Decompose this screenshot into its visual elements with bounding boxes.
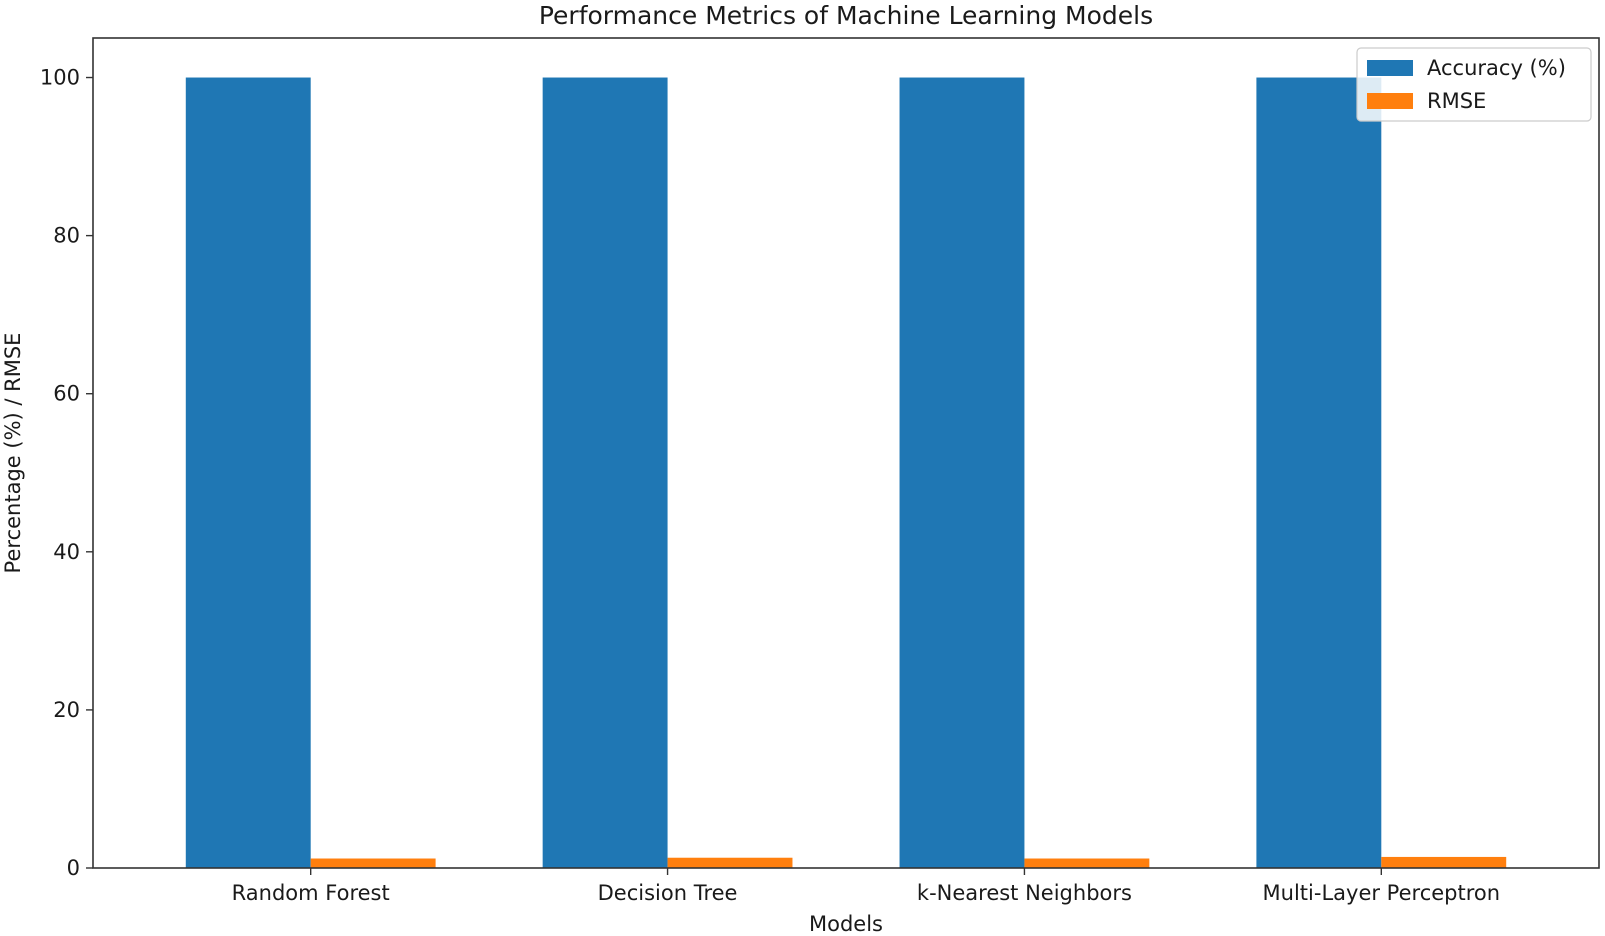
x-tick-label-1: Decision Tree <box>598 881 738 905</box>
y-tick-label-100: 100 <box>40 66 80 90</box>
y-tick-label-80: 80 <box>53 224 80 248</box>
y-axis-label: Percentage (%) / RMSE <box>1 333 25 574</box>
legend-swatch-1 <box>1367 93 1413 109</box>
bars-group <box>185 77 1507 869</box>
y-tick-label-40: 40 <box>53 540 80 564</box>
bar-accuracy-2 <box>899 77 1025 869</box>
x-tick-label-3: Multi-Layer Perceptron <box>1263 881 1501 905</box>
legend-box <box>1356 47 1592 122</box>
x-axis: Random Forest Decision Tree k-Nearest Neig… <box>232 868 1500 905</box>
y-tick-label-0: 0 <box>67 856 80 880</box>
bar-accuracy-0 <box>185 77 311 869</box>
bar-accuracy-1 <box>542 77 668 869</box>
y-axis: 0 20 40 60 80 100 <box>40 66 93 880</box>
chart-title: Performance Metrics of Machine Learning … <box>539 1 1153 30</box>
y-tick-label-60: 60 <box>53 382 80 406</box>
bar-accuracy-3 <box>1256 77 1382 869</box>
legend[interactable]: Accuracy (%) RMSE <box>1356 47 1592 122</box>
legend-label-1: RMSE <box>1427 89 1486 113</box>
x-axis-label: Models <box>809 912 883 936</box>
y-tick-label-20: 20 <box>53 698 80 722</box>
bar-rmse-0 <box>310 858 436 868</box>
x-tick-label-2: k-Nearest Neighbors <box>917 881 1132 905</box>
legend-swatch-0 <box>1367 60 1413 76</box>
legend-label-0: Accuracy (%) <box>1427 56 1566 80</box>
plot-frame <box>92 37 1600 869</box>
bar-rmse-2 <box>1024 858 1150 868</box>
bar-rmse-3 <box>1381 856 1507 868</box>
bar-rmse-1 <box>667 857 793 868</box>
x-tick-label-0: Random Forest <box>232 881 390 905</box>
